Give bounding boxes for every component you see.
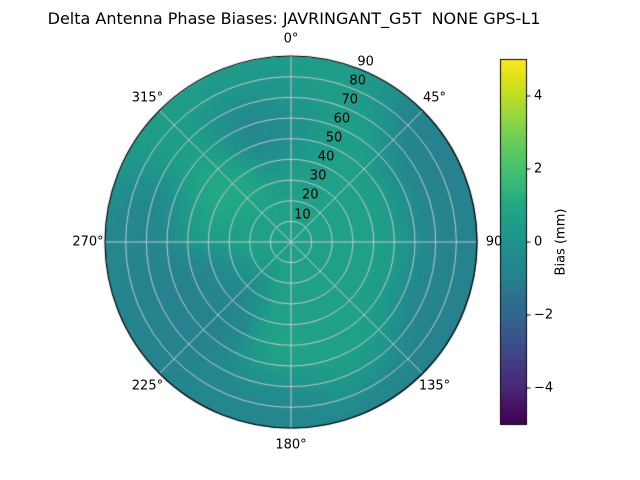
colorbar-tick-label: 0 — [534, 234, 543, 249]
radial-tick-label: 90 — [357, 54, 374, 70]
radial-tick-label: 20 — [301, 187, 319, 203]
chart-title: Delta Antenna Phase Biases: JAVRINGANT_G… — [47, 9, 541, 28]
radial-tick-label: 40 — [317, 149, 335, 165]
colorbar-label: Bias (mm) — [553, 208, 569, 276]
radial-tick-label: 50 — [325, 130, 343, 146]
colorbar-tick-label: 4 — [534, 88, 543, 103]
radial-tick-label: 60 — [333, 111, 351, 127]
colorbar-tick-label: −4 — [534, 380, 554, 395]
theta-tick-label: 315° — [131, 90, 164, 106]
colorbar-tick-label: −2 — [534, 307, 554, 322]
theta-tick-label: 45° — [423, 90, 447, 106]
colorbar-tick-label: 2 — [534, 161, 543, 176]
radial-tick-label: 10 — [294, 207, 311, 223]
theta-tick-label: 135° — [418, 378, 451, 394]
radial-tick-label: 30 — [309, 168, 327, 184]
theta-tick-label: 180° — [275, 437, 307, 453]
theta-tick-label: 225° — [131, 378, 164, 394]
theta-tick-label: 90 — [485, 234, 503, 250]
radial-tick-label: 80 — [349, 73, 366, 89]
theta-tick-label: 0° — [283, 31, 299, 47]
radial-tick-label: 70 — [341, 92, 359, 108]
theta-tick-label: 270° — [72, 234, 104, 250]
